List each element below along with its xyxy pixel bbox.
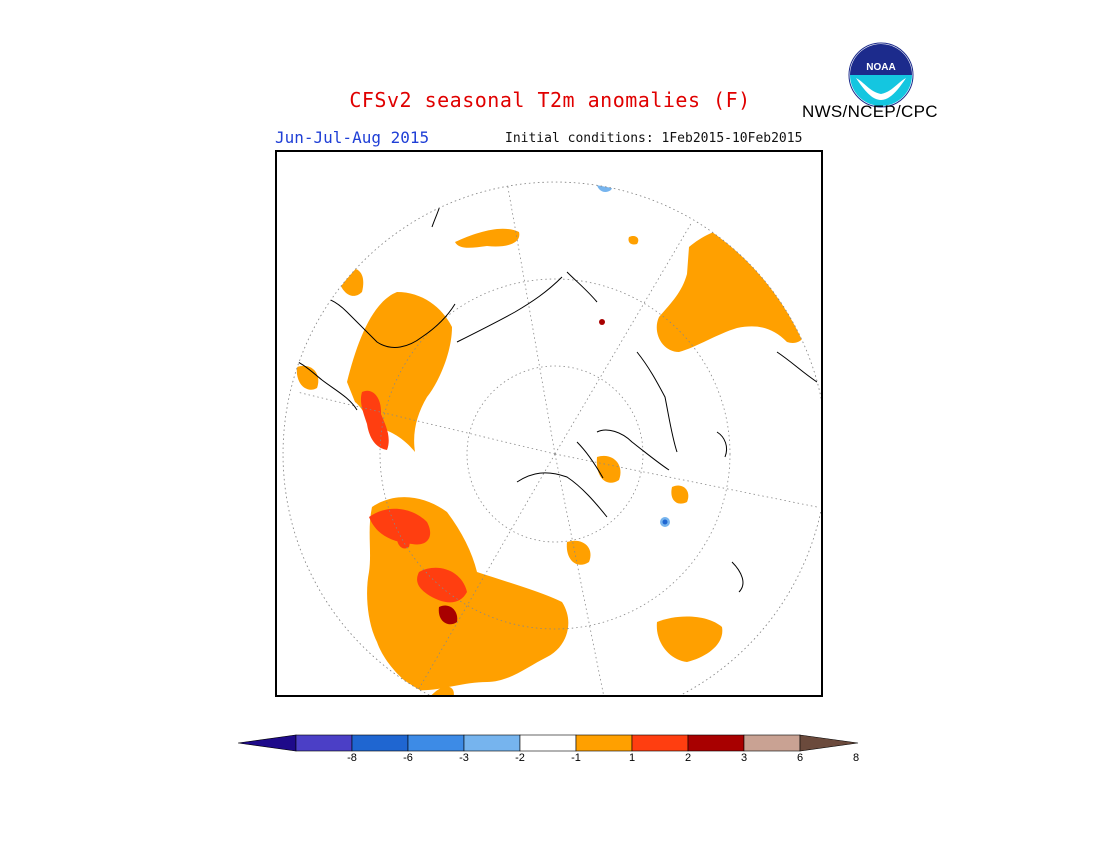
anomaly-cool-1-2 <box>596 182 613 192</box>
colorbar-label: 2 <box>684 752 692 764</box>
map-title: CFSv2 seasonal T2m anomalies (F) <box>349 88 751 112</box>
colorbar-box <box>631 734 689 752</box>
anomaly-warm-1-2 <box>296 228 809 695</box>
coastlines <box>286 182 818 593</box>
colorbar-box <box>575 734 633 752</box>
colorbar-label: 8 <box>852 752 860 764</box>
colorbar-label: -8 <box>347 752 357 764</box>
colorbar-box <box>463 734 521 752</box>
anomaly-layer <box>283 182 821 695</box>
colorbar-box <box>295 734 353 752</box>
polar-map <box>275 150 823 697</box>
colorbar-label: 3 <box>740 752 748 764</box>
colorbar-box <box>519 734 577 752</box>
map-canvas <box>282 181 821 695</box>
colorbar-right-triangle <box>799 734 859 752</box>
colorbar-label: 1 <box>628 752 636 764</box>
anomaly-warm-3-6 <box>438 319 605 625</box>
colorbar-label: 6 <box>796 752 804 764</box>
noaa-logo: NOAA <box>848 42 914 108</box>
colorbar-left-triangle <box>238 734 297 752</box>
colorbar-box <box>687 734 745 752</box>
initial-conditions: Initial conditions: 1Feb2015-10Feb2015 <box>505 131 803 146</box>
colorbar-box <box>351 734 409 752</box>
colorbar-label: -2 <box>515 752 525 764</box>
agency-label: NWS/NCEP/CPC <box>802 102 938 121</box>
colorbar-box <box>407 734 465 752</box>
colorbar-label: -3 <box>459 752 469 764</box>
colorbar-label: -1 <box>571 752 581 764</box>
anomaly-cool-dot <box>660 517 670 527</box>
forecast-period: Jun-Jul-Aug 2015 <box>275 128 430 147</box>
colorbar-box <box>743 734 801 752</box>
graticule <box>283 182 821 695</box>
noaa-logo-text: NOAA <box>866 62 895 73</box>
colorbar <box>238 734 859 752</box>
colorbar-label: -6 <box>403 752 413 764</box>
